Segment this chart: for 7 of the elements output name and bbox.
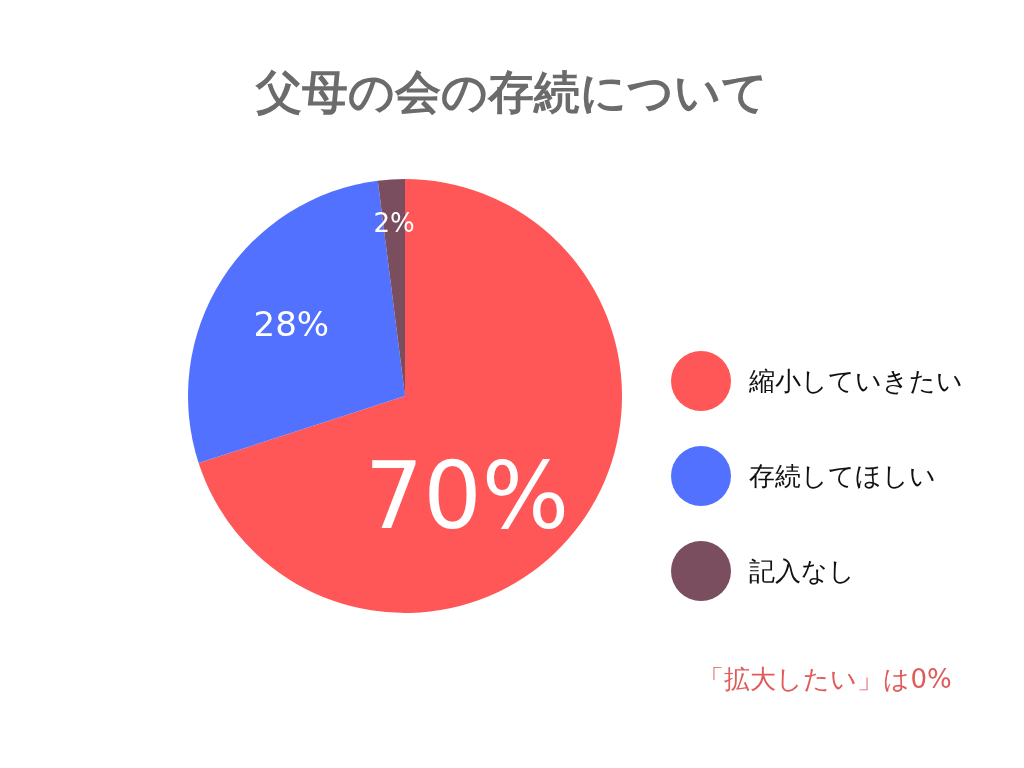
data-label: 28%: [253, 303, 330, 344]
legend-label: 存続してほしい: [749, 461, 936, 491]
legend-label: 記入なし: [749, 556, 855, 586]
legend-label: 縮小していきたい: [748, 366, 963, 396]
text: 「拡大したい」は0%: [698, 664, 952, 694]
data-label: 70%: [364, 442, 570, 550]
chart-title: 父母の会の存続について: [255, 65, 768, 119]
